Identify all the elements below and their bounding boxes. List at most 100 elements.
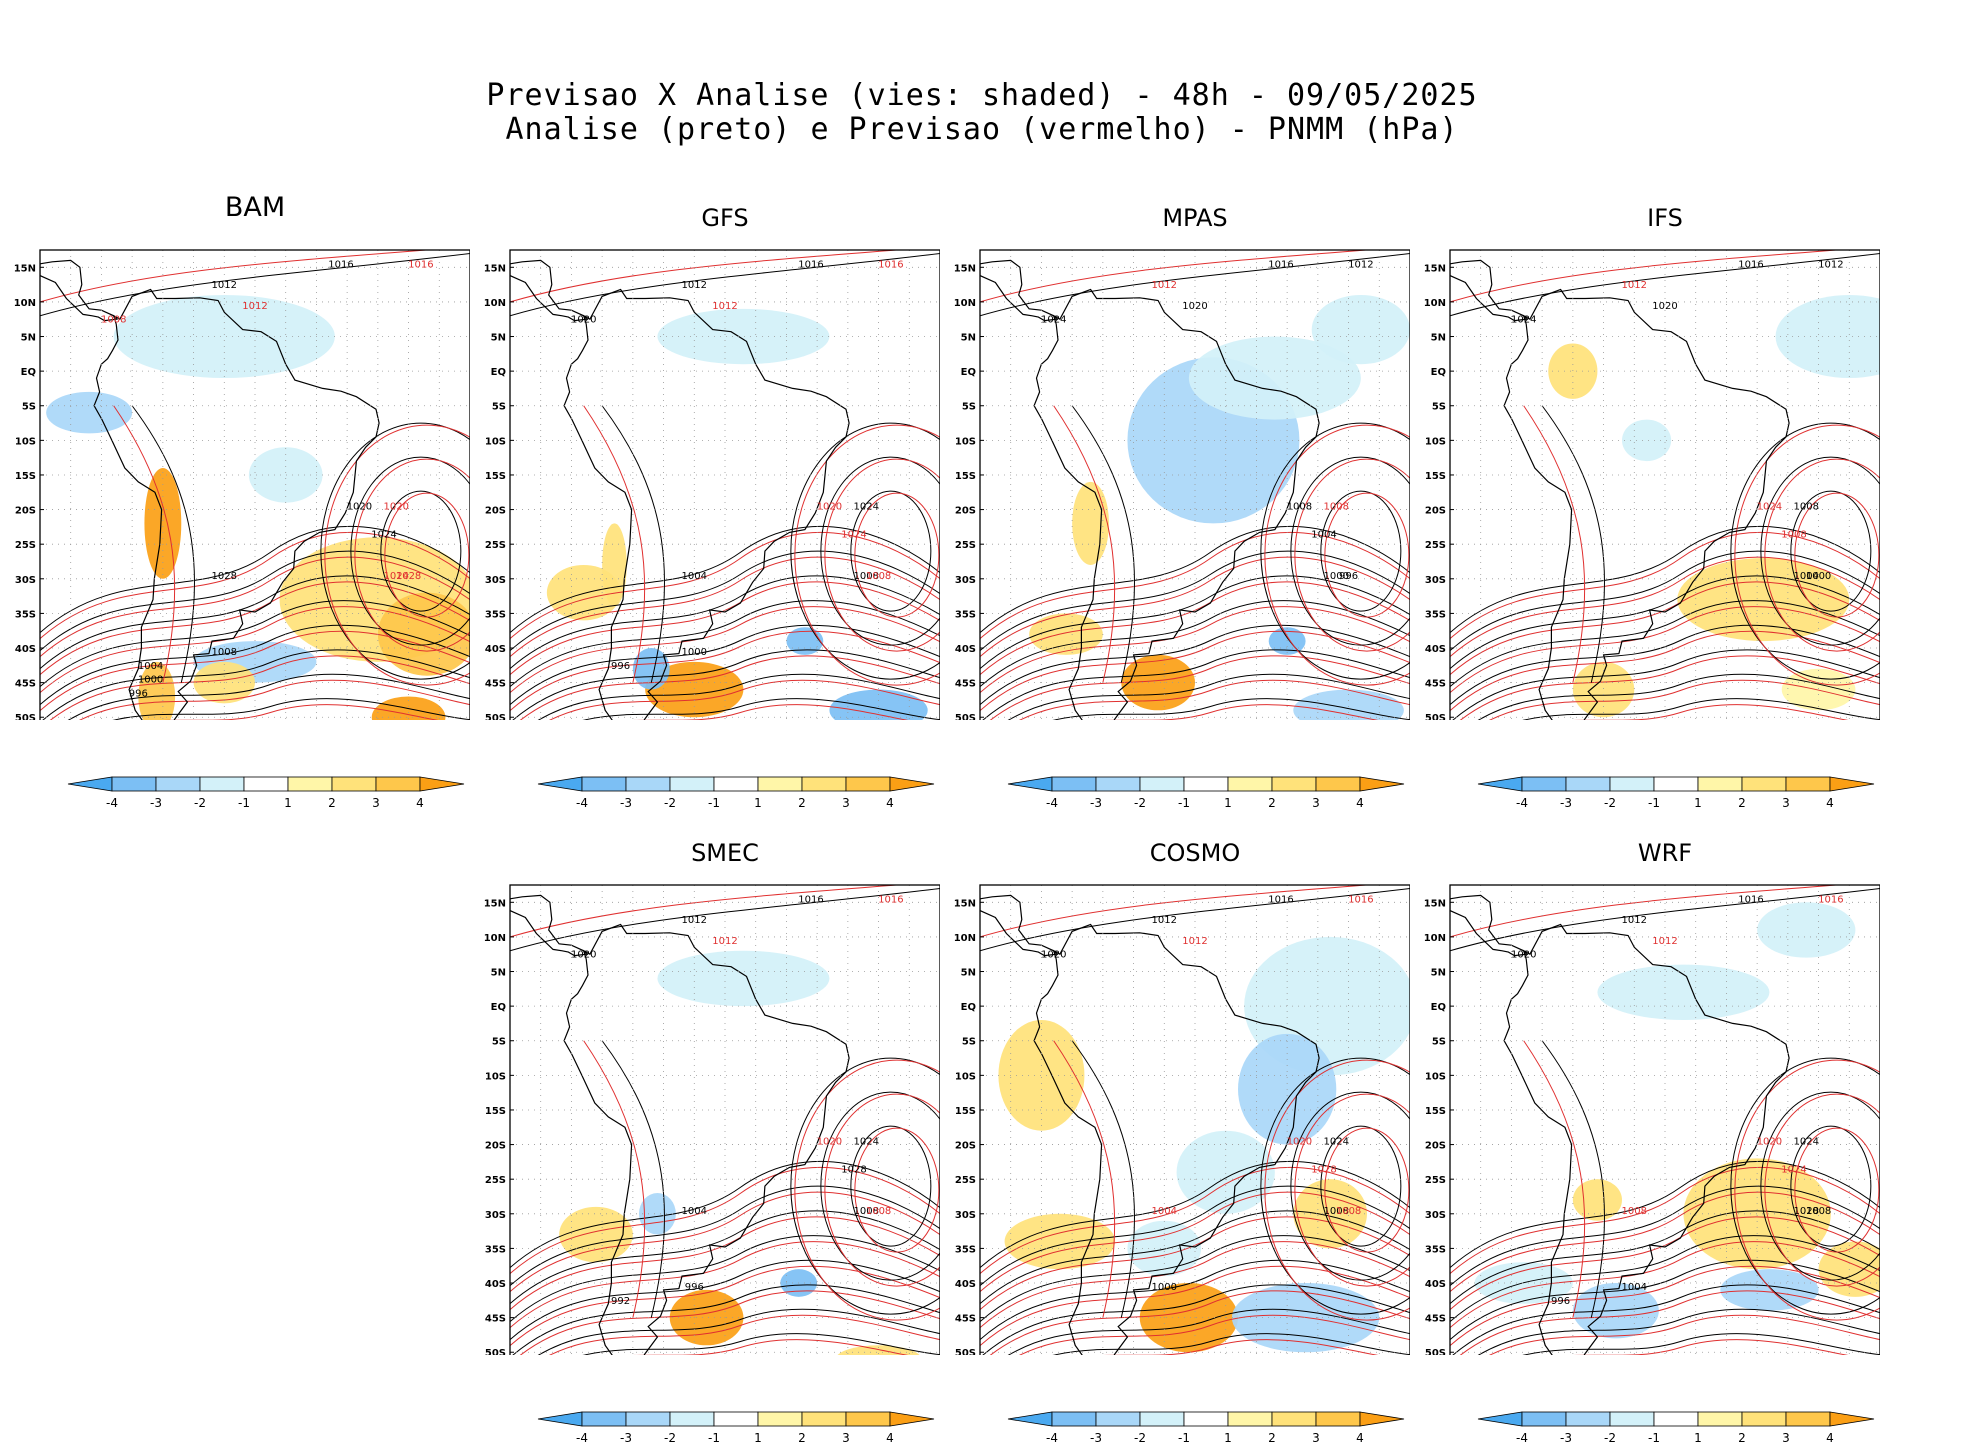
isobar-label: 1008	[866, 1206, 891, 1217]
isobar-label: 1004	[1794, 571, 1819, 582]
isobar-label: 1024	[371, 529, 396, 540]
isobar-label: 1008	[1781, 529, 1806, 540]
colorbar-tick-label: 3	[1312, 796, 1320, 810]
colorbar-tick-label: -3	[620, 796, 632, 810]
model-panel-smec: SMEC 1016 1016 1012 1012 1020 1020 1024 1028 1008…	[470, 835, 940, 1445]
bias-shade	[669, 1289, 744, 1346]
colorbar: -4 -3 -2 -1 1 2 3 4	[1007, 776, 1405, 810]
lat-tick-label: EQ	[491, 367, 506, 378]
model-panel-mpas: MPAS 1016 1012 1012 1020 1024 1008 1008 1004 1000…	[940, 200, 1410, 810]
colorbar-tick-label: -3	[1090, 796, 1102, 810]
colorbar: -4 -3 -2 -1 1 2 3 4	[67, 776, 465, 810]
central-america-coastline	[1450, 894, 1529, 957]
lat-tick-label: 5S	[1432, 402, 1446, 413]
lat-tick-label: 50S	[1425, 1348, 1446, 1355]
isobar-label: 1020	[1041, 950, 1066, 961]
isobar-label: 1020	[1182, 301, 1207, 312]
lat-tick-label: 10S	[955, 436, 976, 447]
lat-tick-label: 35S	[955, 609, 976, 620]
bias-shade	[1072, 481, 1109, 565]
colorbar-tick-label: -1	[1178, 796, 1190, 810]
south-america-coastline	[1503, 923, 1790, 1355]
colorbar-tick-label: 3	[1782, 796, 1790, 810]
colorbar-tick-label: -4	[1046, 1431, 1058, 1445]
bias-shade	[1622, 419, 1672, 462]
model-panel-ifs: IFS 1016 1012 1012 1020 1024 1024 1008 1008 1004 1…	[1410, 200, 1880, 810]
isobar-label: 1028	[396, 571, 421, 582]
isobar-label: 1004	[138, 661, 163, 672]
isobar-label: 1008	[854, 571, 879, 582]
lat-tick-label: 40S	[485, 644, 506, 655]
central-america-coastline	[1450, 259, 1529, 322]
isobar-label: 1012	[682, 280, 707, 291]
bias-shade	[248, 447, 323, 503]
isobar-label: 1028	[1794, 1206, 1819, 1217]
colorbar-tick-label: 1	[1224, 796, 1232, 810]
isobar-label: 1012	[1152, 915, 1177, 926]
colorbar-tick-label: 2	[1268, 796, 1276, 810]
isobar-label: 1012	[1818, 259, 1843, 270]
isobar-label: 1008	[1336, 1206, 1361, 1217]
bias-shade	[657, 950, 830, 1007]
isobar-label: 1016	[1268, 259, 1293, 270]
isobar-label: 1024	[1041, 315, 1066, 326]
lat-tick-label: 45S	[15, 679, 36, 690]
model-title: GFS	[701, 204, 749, 232]
lat-tick-label: 30S	[1425, 1210, 1446, 1221]
isobar-label: 1024	[1794, 1137, 1819, 1148]
isobar-label: 1024	[841, 529, 866, 540]
lat-tick-label: 50S	[15, 713, 36, 720]
isobar-label: 1028	[212, 571, 237, 582]
lat-tick-label: 10S	[485, 1071, 506, 1082]
colorbar-tick-label: 1	[1694, 796, 1702, 810]
isobar-label: 1008	[101, 315, 126, 326]
map-plot: 1016 1016 1012 1012 1020 1020 1024 1024 10081008…	[484, 249, 940, 720]
bias-shade	[1683, 1158, 1831, 1270]
colorbar-tick-label: -1	[708, 796, 720, 810]
bias-shade	[546, 564, 621, 621]
isobar-label: 1020	[1511, 950, 1536, 961]
lat-tick-label: 10S	[485, 436, 506, 447]
central-america-coastline	[980, 259, 1059, 322]
model-title: IFS	[1647, 204, 1683, 232]
colorbar-tick-label: -2	[1134, 796, 1146, 810]
south-america-coastline	[563, 288, 850, 720]
lat-tick-label: 10N	[954, 933, 976, 944]
lat-tick-label: 20S	[485, 506, 506, 517]
isobar-label: 996	[1339, 571, 1358, 582]
colorbar-tick-label: -2	[1604, 1431, 1616, 1445]
bias-shade	[1311, 294, 1410, 365]
model-title: COSMO	[1149, 839, 1241, 867]
model-title: BAM	[224, 192, 286, 223]
south-america-coastline	[93, 288, 380, 720]
colorbar-tick-label: 4	[886, 796, 894, 810]
isobar-label: 1008	[1324, 502, 1349, 513]
colorbar: -4 -3 -2 -1 1 2 3 4	[1477, 1411, 1875, 1445]
isobar-contours	[40, 250, 470, 720]
bias-shade	[138, 661, 176, 720]
isobar-label: 1012	[682, 915, 707, 926]
isobar-label: 1004	[1152, 1206, 1177, 1217]
lat-tick-label: 5S	[962, 402, 976, 413]
colorbar-tick-label: -4	[1516, 1431, 1528, 1445]
lat-tick-label: 45S	[1425, 1314, 1446, 1325]
south-america-coastline	[1033, 288, 1320, 720]
isobar-label: 1012	[1152, 280, 1177, 291]
lat-tick-label: 15S	[15, 471, 36, 482]
colorbar-tick-label: -1	[1178, 1431, 1190, 1445]
isobar-label: 1020	[571, 950, 596, 961]
bias-shade	[46, 391, 133, 434]
lat-tick-label: 25S	[955, 1175, 976, 1186]
isobar-label: 1024	[1781, 1164, 1806, 1175]
isobar-label: 1012	[1622, 915, 1647, 926]
isobar-label: 1024	[1324, 1137, 1349, 1148]
lat-tick-label: 15S	[1425, 471, 1446, 482]
lat-tick-label: 5N	[961, 333, 976, 344]
isobar-label: 1020	[1287, 1137, 1312, 1148]
isobar-label: 1004	[1622, 1282, 1647, 1293]
isobar-label: 1028	[1311, 1164, 1336, 1175]
colorbar-tick-label: -3	[1090, 1431, 1102, 1445]
colorbar-tick-label: -3	[1560, 796, 1572, 810]
bias-shade	[1720, 1269, 1819, 1311]
